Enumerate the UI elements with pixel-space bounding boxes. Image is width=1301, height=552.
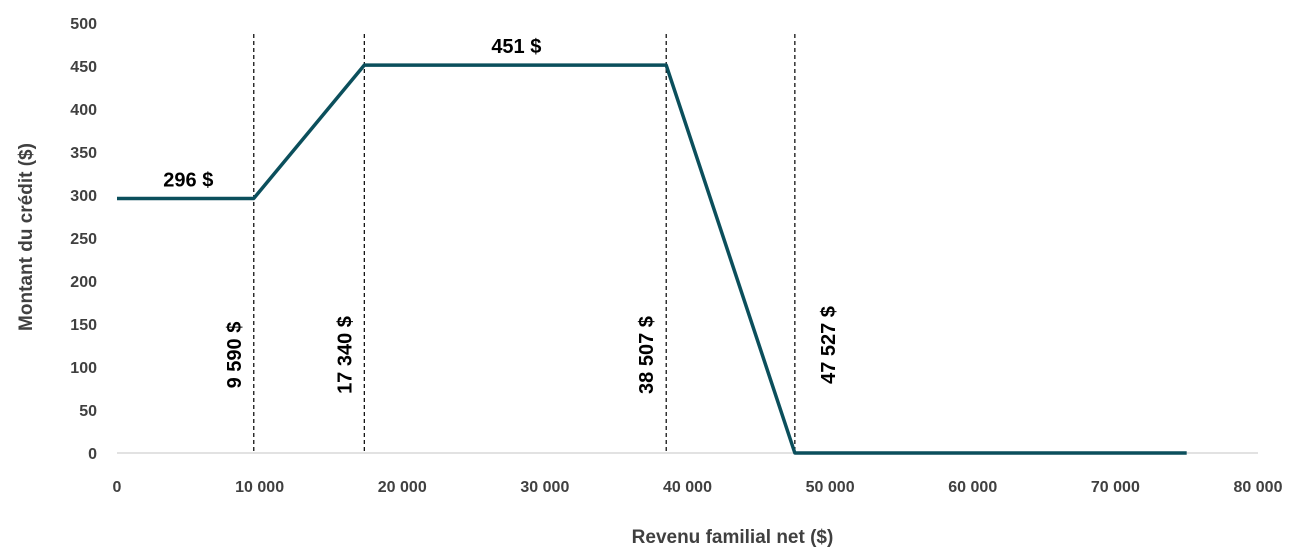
value-label: 451 $ <box>491 36 541 58</box>
y-tick-label: 450 <box>70 59 97 76</box>
y-tick-label: 50 <box>79 403 97 420</box>
y-tick-label: 100 <box>70 360 97 377</box>
value-label: 296 $ <box>163 169 213 191</box>
x-tick-label: 0 <box>113 479 122 496</box>
y-tick-label: 200 <box>70 274 97 291</box>
x-tick-label: 30 000 <box>520 479 569 496</box>
x-tick-label: 50 000 <box>806 479 855 496</box>
x-tick-label: 10 000 <box>235 479 284 496</box>
x-tick-label: 70 000 <box>1091 479 1140 496</box>
y-tick-label: 150 <box>70 317 97 334</box>
threshold-label: 17 340 $ <box>334 316 356 394</box>
y-axis-tick-labels: 0 50 100 150 200 250 300 350 400 450 500 <box>70 16 97 463</box>
threshold-label: 47 527 $ <box>818 306 840 384</box>
x-axis-tick-labels: 0 10 000 20 000 30 000 40 000 50 000 60 000 70 … <box>113 479 1283 496</box>
threshold-label: 38 507 $ <box>636 316 658 394</box>
threshold-labels: 9 590 $ 17 340 $ 38 507 $ 47 527 $ <box>224 306 840 394</box>
x-tick-label: 80 000 <box>1234 479 1283 496</box>
y-tick-label: 400 <box>70 102 97 119</box>
series-line <box>117 63 1187 455</box>
value-labels: 296 $ 451 $ <box>163 36 541 191</box>
threshold-label: 9 590 $ <box>224 322 246 389</box>
y-tick-label: 350 <box>70 145 97 162</box>
y-tick-label: 0 <box>88 446 97 463</box>
x-tick-label: 20 000 <box>378 479 427 496</box>
series-group <box>117 63 1187 455</box>
y-tick-label: 500 <box>70 16 97 33</box>
x-axis-title: Revenu familial net ($) <box>632 527 834 548</box>
x-tick-label: 40 000 <box>663 479 712 496</box>
y-tick-label: 250 <box>70 231 97 248</box>
y-tick-label: 300 <box>70 188 97 205</box>
y-axis-title: Montant du crédit ($) <box>16 143 37 331</box>
x-tick-label: 60 000 <box>948 479 997 496</box>
